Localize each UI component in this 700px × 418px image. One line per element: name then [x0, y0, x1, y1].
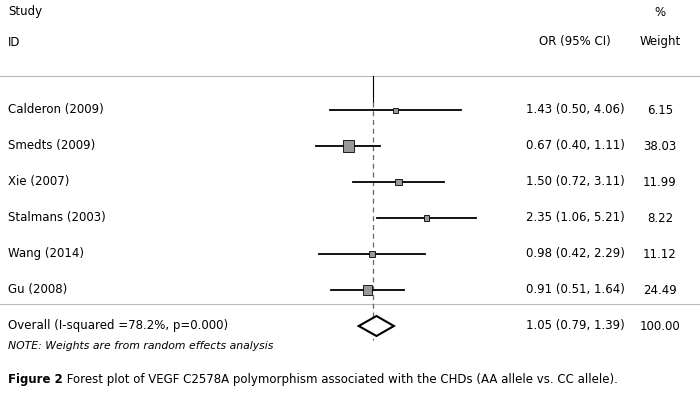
Text: %: %: [654, 5, 666, 18]
Text: 24.49: 24.49: [643, 283, 677, 296]
Text: Stalmans (2003): Stalmans (2003): [8, 212, 106, 224]
Text: OR (95% CI): OR (95% CI): [539, 36, 611, 48]
Text: ID: ID: [8, 36, 20, 48]
Polygon shape: [358, 316, 394, 336]
Bar: [363, 285, 372, 295]
Text: Wang (2014): Wang (2014): [8, 247, 84, 260]
Text: 1.05 (0.79, 1.39): 1.05 (0.79, 1.39): [526, 319, 624, 332]
Text: Forest plot of VEGF C2578A polymorphism associated with the CHDs (AA allele vs. : Forest plot of VEGF C2578A polymorphism …: [63, 374, 617, 387]
Bar: [395, 179, 402, 185]
Text: 6.15: 6.15: [647, 104, 673, 117]
Text: Smedts (2009): Smedts (2009): [8, 140, 95, 153]
Text: 1.50 (0.72, 3.11): 1.50 (0.72, 3.11): [526, 176, 624, 189]
Text: 38.03: 38.03: [643, 140, 677, 153]
Text: Study: Study: [8, 5, 42, 18]
Text: 100.00: 100.00: [640, 319, 680, 332]
Text: Xie (2007): Xie (2007): [8, 176, 69, 189]
Text: Weight: Weight: [639, 36, 680, 48]
Text: NOTE: Weights are from random effects analysis: NOTE: Weights are from random effects an…: [8, 341, 274, 351]
Text: 11.99: 11.99: [643, 176, 677, 189]
Text: 8.22: 8.22: [647, 212, 673, 224]
Text: Figure 2: Figure 2: [8, 374, 63, 387]
Text: Overall (I-squared =78.2%, p=0.000): Overall (I-squared =78.2%, p=0.000): [8, 319, 228, 332]
Text: 2.35 (1.06, 5.21): 2.35 (1.06, 5.21): [526, 212, 624, 224]
Text: 0.98 (0.42, 2.29): 0.98 (0.42, 2.29): [526, 247, 624, 260]
Text: 1.43 (0.50, 4.06): 1.43 (0.50, 4.06): [526, 104, 624, 117]
Text: Gu (2008): Gu (2008): [8, 283, 67, 296]
Bar: [342, 140, 354, 152]
Text: 11.12: 11.12: [643, 247, 677, 260]
Text: 0.91 (0.51, 1.64): 0.91 (0.51, 1.64): [526, 283, 624, 296]
Bar: [369, 251, 375, 257]
Text: 0.67 (0.40, 1.11): 0.67 (0.40, 1.11): [526, 140, 624, 153]
Text: Calderon (2009): Calderon (2009): [8, 104, 104, 117]
Bar: [424, 215, 429, 221]
Bar: [393, 107, 398, 112]
